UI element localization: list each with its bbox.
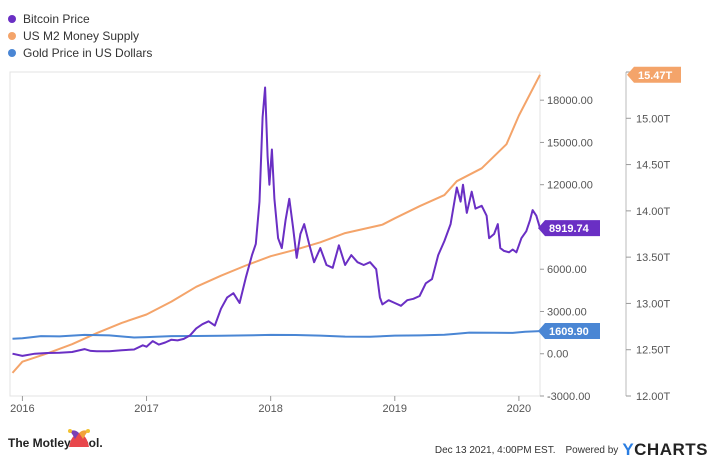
right-axis-tick-label: 13.00T <box>636 298 671 310</box>
legend-marker <box>8 14 16 23</box>
end-value-flag <box>627 66 681 83</box>
right-axis-tick-label: 13.50T <box>636 252 671 264</box>
end-value-flag <box>538 220 600 237</box>
legend-label: US M2 Money Supply <box>23 28 140 43</box>
end-value-flag <box>538 323 600 340</box>
legend-marker <box>8 31 16 40</box>
legend-item-m2[interactable]: US M2 Money Supply <box>8 27 152 44</box>
footer-credits: Dec 13 2021, 4:00PM EST. Powered by YCHA… <box>435 440 708 460</box>
timestamp: Dec 13 2021, 4:00PM EST. <box>434 444 556 456</box>
x-tick-label: 2017 <box>134 403 158 415</box>
left-axis-tick-label: -3000.00 <box>547 391 590 403</box>
powered-by-label: Powered by <box>565 444 619 456</box>
right-axis-tick-label: 14.50T <box>636 160 671 172</box>
ycharts-logo-text: CHARTS <box>634 440 708 459</box>
left-axis-tick-label: 0.00 <box>547 349 568 361</box>
left-axis-tick-label: 18000.00 <box>547 95 593 107</box>
end-value-label: 1609.90 <box>549 326 589 338</box>
legend-label: Bitcoin Price <box>23 11 90 26</box>
end-value-label: 15.47T <box>638 70 673 82</box>
ycharts-logo[interactable]: YCHARTS <box>622 440 708 459</box>
legend-label: Gold Price in US Dollars <box>23 45 153 60</box>
right-axis-tick-label: 14.00T <box>636 206 671 218</box>
left-axis-tick-label: 3000.00 <box>547 306 587 318</box>
right-axis-tick-label: 12.00T <box>636 391 671 403</box>
left-axis-tick-label: 6000.00 <box>547 264 587 276</box>
series-line-bitcoin-price <box>12 86 541 357</box>
legend: Bitcoin Price US M2 Money Supply Gold Pr… <box>8 10 152 61</box>
x-tick-label: 2018 <box>258 403 282 415</box>
series-line-gold-price-in-us-dollars <box>12 330 541 340</box>
left-axis-tick-label: 12000.00 <box>547 180 593 192</box>
plot-area <box>9 71 541 397</box>
legend-item-bitcoin[interactable]: Bitcoin Price <box>8 10 152 27</box>
motley-fool-brand[interactable]: The Motley Fool. <box>8 429 103 450</box>
right-axis-tick-label: 15.00T <box>636 113 671 125</box>
end-value-label: 8919.74 <box>549 223 590 235</box>
x-tick-label: 2020 <box>507 403 531 415</box>
right-axis-tick-label: 12.50T <box>636 345 671 357</box>
x-tick-label: 2016 <box>10 403 34 415</box>
legend-item-gold[interactable]: Gold Price in US Dollars <box>8 44 152 61</box>
x-tick-label: 2019 <box>383 403 407 415</box>
jester-hat-icon <box>67 429 90 447</box>
left-axis-tick-label: 15000.00 <box>547 137 593 149</box>
legend-marker <box>8 48 16 57</box>
